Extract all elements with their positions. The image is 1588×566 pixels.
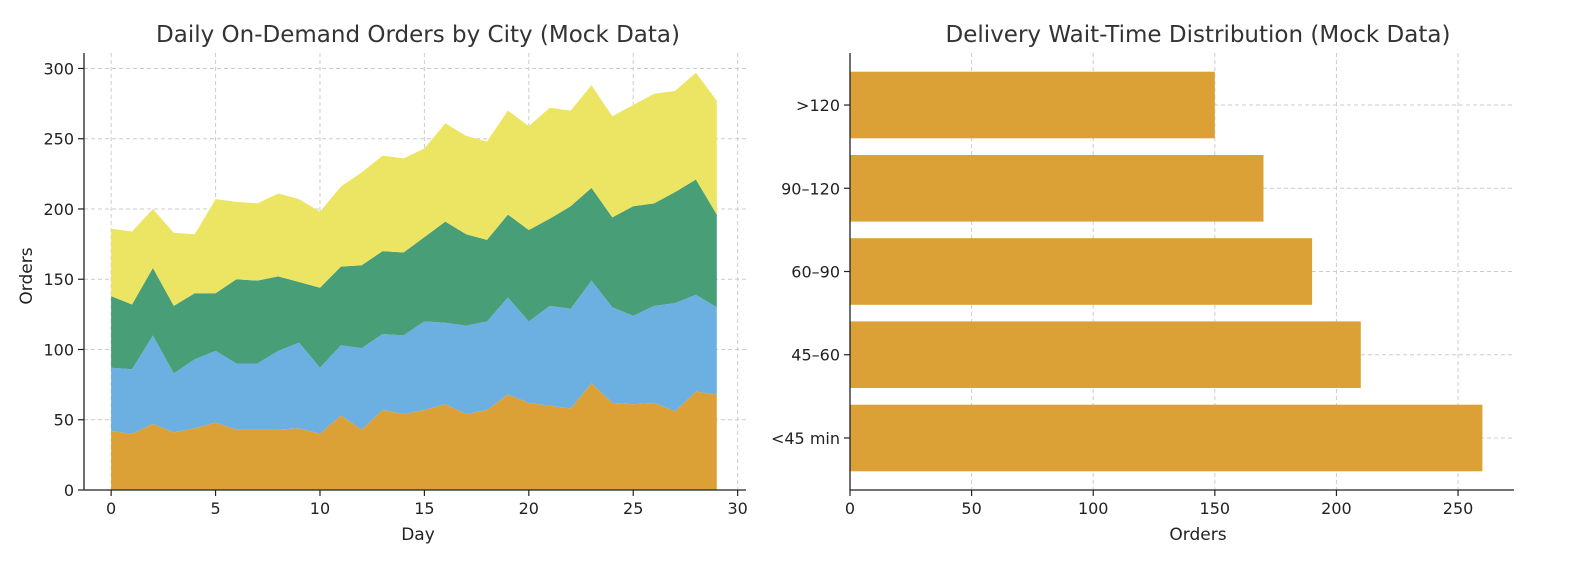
area-chart: City ACity BCity CCity D 0 5 10 15 20 25 30050… xyxy=(17,22,748,545)
area-x-tick-label: 5 xyxy=(210,499,220,518)
area-x-tick-label: 30 xyxy=(727,499,747,518)
area-y-tick-label: 250 xyxy=(43,130,74,149)
bar: 45–60: 210 xyxy=(850,321,1361,388)
bar: <45 min: 260 xyxy=(850,404,1483,472)
bar-category-label: 45–60 xyxy=(791,346,840,365)
bar-x-tick-label: 100 xyxy=(1078,499,1109,518)
area-y-tick-label: 200 xyxy=(43,200,74,219)
bar-ticks: 0 50 100 150 200 250 <45 min 45–60 60–90 90–120 >1… xyxy=(771,96,1473,518)
bar-x-tick-label: 50 xyxy=(961,499,981,518)
area-series-2: City B xyxy=(111,280,717,434)
area-series-3: City C xyxy=(111,179,717,374)
area-x-tick-label: 15 xyxy=(414,499,434,518)
bar-category-label: 90–120 xyxy=(781,179,840,198)
area-axes xyxy=(83,53,746,491)
bar-chart-title: Delivery Wait-Time Distribution (Mock Da… xyxy=(946,22,1451,48)
area-x-tick-label: 20 xyxy=(519,499,539,518)
bar-bars: <45 min: 260 45–60: 210 60–90: 190 90–120: … xyxy=(850,71,1483,472)
area-x-tick-label: 10 xyxy=(310,499,330,518)
area-y-tick-label: 300 xyxy=(43,59,74,78)
area-chart-title: Daily On-Demand Orders by City (Mock Dat… xyxy=(156,22,680,48)
area-x-tick-label: 0 xyxy=(106,499,116,518)
bar-category-label: 60–90 xyxy=(791,263,840,282)
bar-x-axis-label: Orders xyxy=(1169,525,1226,545)
area-y-tick-label: 100 xyxy=(43,340,74,359)
bar-category-label: >120 xyxy=(796,96,840,115)
bar-category-label: <45 min xyxy=(771,429,840,448)
area-x-axis-label: Day xyxy=(401,525,435,545)
bar-x-tick-label: 0 xyxy=(845,499,855,518)
area-fills: City ACity BCity CCity D xyxy=(111,72,717,490)
bar-x-tick-label: 250 xyxy=(1443,499,1474,518)
bar-x-tick-label: 150 xyxy=(1200,499,1231,518)
area-series-1: City A xyxy=(111,383,717,490)
area-y-tick-label: 50 xyxy=(54,411,74,430)
bar-chart: <45 min: 260 45–60: 210 60–90: 190 90–120: … xyxy=(771,22,1514,545)
area-series-4: City D xyxy=(111,72,717,306)
bar-x-tick-label: 200 xyxy=(1321,499,1352,518)
bar: 90–120: 170 xyxy=(850,155,1264,222)
area-y-tick-label: 150 xyxy=(43,270,74,289)
bar: >120: 150 xyxy=(850,71,1215,139)
area-y-axis-label: Orders xyxy=(17,247,37,304)
area-x-tick-label: 25 xyxy=(623,499,643,518)
bar: 60–90: 190 xyxy=(850,238,1313,305)
area-y-tick-label: 0 xyxy=(64,481,74,500)
